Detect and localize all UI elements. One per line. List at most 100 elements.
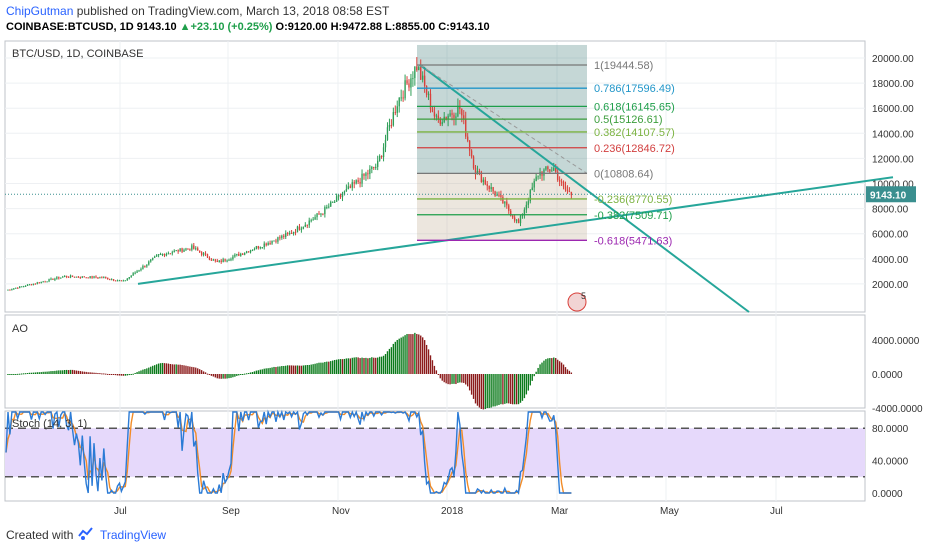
candle-body — [273, 240, 275, 242]
ao-bar — [46, 371, 48, 374]
ao-bar — [369, 357, 371, 374]
ao-bar — [112, 374, 115, 375]
ao-bar — [523, 374, 526, 399]
candle-body — [373, 166, 375, 168]
candle-body — [410, 78, 412, 88]
ao-bar — [431, 360, 434, 374]
candle-body — [161, 253, 164, 255]
ao-bar — [247, 373, 250, 375]
candle-body — [177, 250, 179, 252]
candle-body — [24, 285, 27, 287]
candle-body — [320, 213, 322, 215]
candle-body — [85, 277, 87, 279]
candle-body — [50, 278, 52, 280]
ao-bar — [153, 365, 156, 374]
candle-body — [105, 277, 107, 279]
ao-bar — [67, 370, 70, 374]
ao-bar — [404, 335, 406, 374]
support-trendline[interactable] — [137, 176, 894, 285]
ao-bar — [347, 358, 350, 374]
ao-bar — [474, 374, 477, 404]
candle-body — [470, 150, 473, 157]
price-tick-label: 2000.00 — [872, 280, 909, 291]
candle-body — [365, 173, 367, 176]
ao-bar — [159, 363, 162, 374]
ao-bar — [496, 374, 498, 406]
fib-level-label: -0.236(8770.55) — [594, 194, 672, 206]
tradingview-logo-icon — [78, 527, 93, 540]
tradingview-link[interactable]: TradingView — [100, 528, 167, 542]
candle-body — [359, 181, 361, 184]
candle-body — [200, 252, 203, 255]
ao-bar — [150, 366, 152, 374]
ao-bar — [447, 374, 449, 385]
ao-bar — [146, 368, 148, 374]
candle-body — [97, 277, 99, 279]
candle-body — [261, 247, 263, 249]
ao-bar — [535, 371, 537, 374]
candle-body — [394, 112, 396, 114]
candle-body — [447, 115, 449, 119]
candle-body — [549, 169, 551, 172]
candle-body — [345, 189, 348, 192]
ao-bar — [105, 373, 107, 375]
ao-bar — [337, 359, 340, 374]
ao-bar — [148, 367, 150, 374]
current-price-tag — [866, 186, 916, 203]
fib-level-label: 0.5(15126.61) — [594, 114, 663, 126]
candle-body — [197, 248, 199, 251]
ao-bar — [20, 373, 23, 375]
chart-header: ChipGutman published on TradingView.com,… — [0, 0, 932, 38]
ao-bar — [269, 367, 271, 374]
ao-bar — [494, 374, 496, 407]
ao-bar — [459, 374, 461, 383]
candle-body — [427, 93, 430, 95]
ao-bar — [7, 374, 9, 375]
candle-body — [445, 116, 447, 119]
ao-bar — [242, 374, 244, 375]
candle-body — [337, 195, 340, 197]
ao-bar — [367, 358, 369, 374]
candle-body — [34, 283, 37, 285]
ao-bar — [519, 374, 522, 403]
ao-bar — [333, 359, 336, 374]
candle-body — [118, 280, 121, 282]
ao-bar — [416, 333, 418, 374]
candle-body — [472, 156, 475, 168]
candle-body — [157, 254, 160, 256]
candle-body — [9, 289, 11, 291]
ao-bar — [101, 373, 103, 375]
ao-bar — [65, 369, 68, 374]
ao-bar — [373, 357, 375, 374]
candle-body — [316, 213, 318, 218]
price-tick-label: 20000.00 — [872, 54, 914, 65]
ao-bar — [345, 358, 348, 374]
candle-body — [167, 253, 170, 255]
candle-body — [222, 259, 224, 263]
ao-bar — [54, 370, 56, 374]
candle-body — [423, 75, 426, 87]
ao-bar — [128, 374, 130, 376]
candle-body — [310, 220, 312, 222]
ao-bar — [32, 372, 35, 374]
candle-body — [375, 166, 377, 168]
chart-area[interactable]: 1(19444.58) 0.786(17596.49) 0.618(16145.65… — [0, 38, 932, 520]
event-badge[interactable]: 5 — [567, 291, 587, 312]
ao-bar — [232, 374, 234, 378]
ao-bar — [202, 371, 205, 374]
ao-bar — [36, 372, 38, 374]
author-link[interactable]: ChipGutman — [6, 4, 74, 18]
candle-body — [369, 168, 371, 175]
candle-body — [238, 253, 240, 256]
ao-bar — [500, 374, 502, 405]
candle-body — [26, 284, 29, 286]
fib-level-label: -0.382(7509.71) — [594, 210, 672, 222]
ao-bar — [412, 334, 414, 374]
ao-bar — [69, 369, 72, 374]
ao-bar — [50, 371, 52, 374]
ao-bar — [259, 369, 261, 374]
candle-body — [312, 219, 314, 221]
ao-bar — [463, 374, 465, 383]
ao-bar — [316, 363, 318, 374]
ao-bar — [384, 354, 387, 374]
